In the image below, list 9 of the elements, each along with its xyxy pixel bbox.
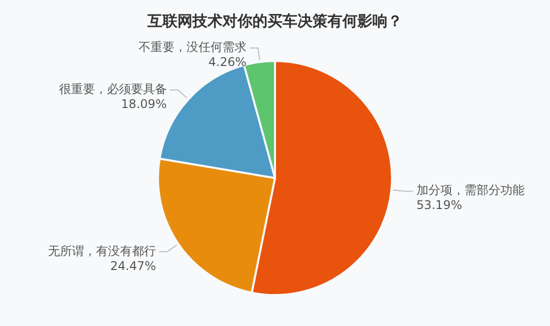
slice-label: 无所谓，有没有都行 bbox=[48, 244, 156, 260]
slice-label: 加分项，需部分功能 bbox=[416, 183, 524, 198]
chart-title: 互联网技术对你的买车决策有何影响？ bbox=[146, 12, 404, 31]
data-label: 53.19% bbox=[416, 198, 464, 214]
data-label: 18.09% bbox=[120, 97, 167, 112]
data-label: 4.26% bbox=[207, 55, 247, 70]
slice-label: 不重要，没任何需求 bbox=[138, 40, 247, 56]
data-label: 24.47% bbox=[109, 259, 156, 274]
slice-label: 很重要，必须要具备 bbox=[58, 82, 167, 98]
